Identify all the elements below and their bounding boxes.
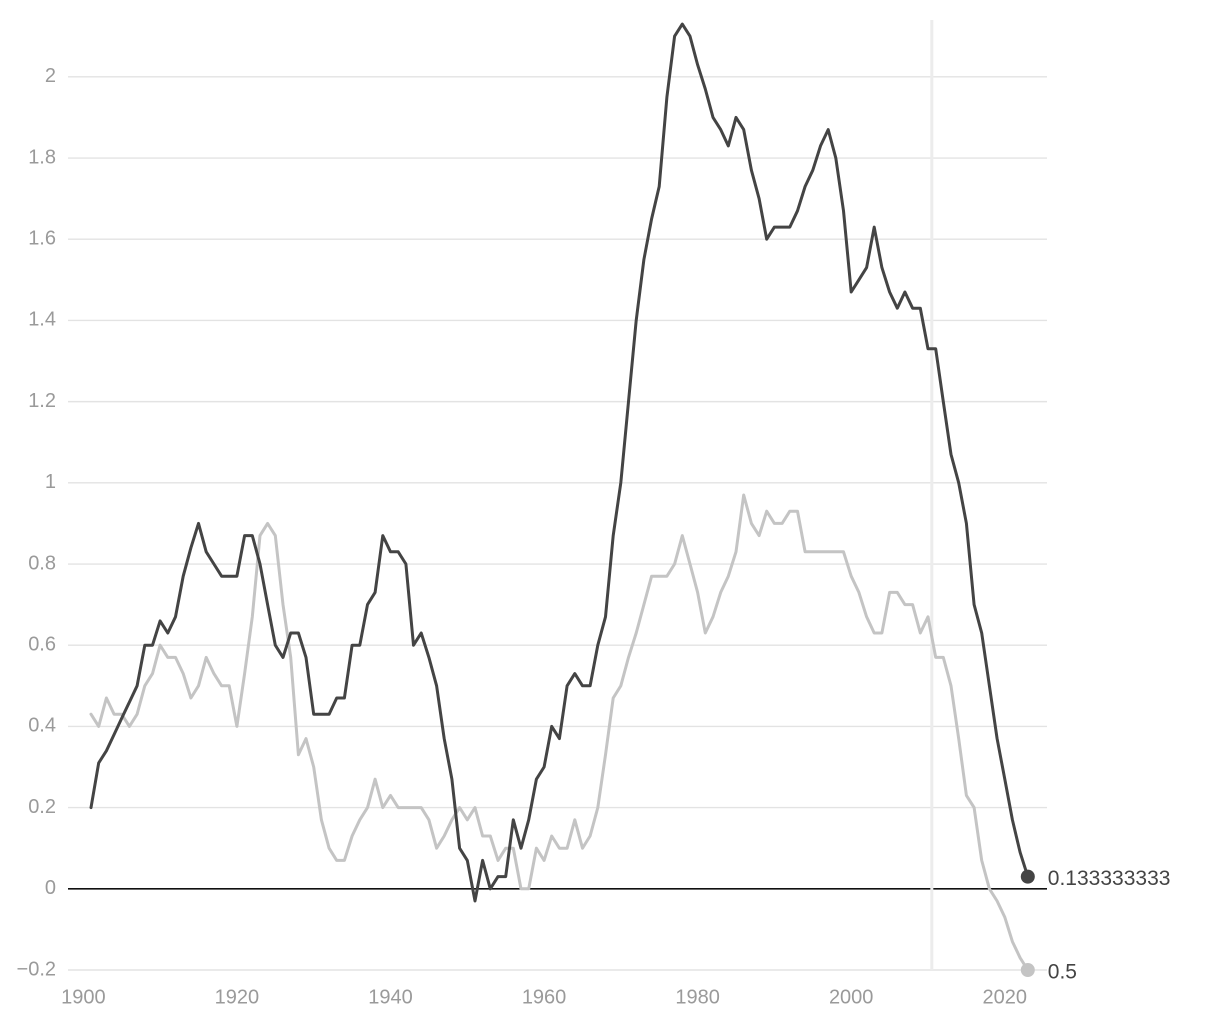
y-tick-label: 1 (45, 471, 56, 493)
y-tick-label: 0 (45, 877, 56, 899)
end-label: 0.5 (1048, 961, 1077, 984)
x-tick-label: 1960 (522, 986, 567, 1008)
series-line (89, 493, 1030, 972)
end-dot (1020, 869, 1035, 884)
y-tick-label: 1.4 (28, 309, 56, 331)
y-tick-label: −0.2 (17, 958, 56, 980)
x-tick-label: 1920 (215, 986, 260, 1008)
end-label: 0.133333333 (1048, 867, 1171, 890)
y-tick-label: 1.6 (28, 228, 56, 250)
x-tick-label: 1940 (368, 986, 413, 1008)
y-tick-label: 1.8 (28, 146, 56, 168)
x-tick-label: 1900 (61, 986, 106, 1008)
series-line (89, 22, 1030, 903)
y-tick-label: 0.8 (28, 552, 56, 574)
x-tick-label: 2020 (983, 986, 1028, 1008)
y-tick-label: 0.4 (28, 715, 56, 737)
y-tick-label: 0.2 (28, 796, 56, 818)
y-tick-label: 1.2 (28, 390, 56, 412)
end-dot (1020, 963, 1035, 977)
x-tick-label: 1980 (675, 986, 720, 1008)
x-tick-label: 2000 (829, 986, 874, 1008)
y-tick-label: 0.6 (28, 633, 56, 655)
y-tick-label: 2 (45, 65, 56, 87)
